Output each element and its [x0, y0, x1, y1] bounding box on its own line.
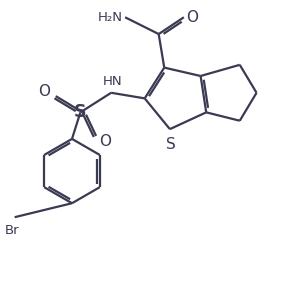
- Text: O: O: [99, 134, 111, 149]
- Text: Br: Br: [5, 224, 19, 237]
- Text: O: O: [186, 10, 198, 25]
- Text: O: O: [38, 84, 50, 99]
- Text: S: S: [166, 137, 176, 152]
- Text: S: S: [74, 103, 87, 121]
- Text: HN: HN: [103, 75, 122, 88]
- Text: H₂N: H₂N: [98, 11, 123, 24]
